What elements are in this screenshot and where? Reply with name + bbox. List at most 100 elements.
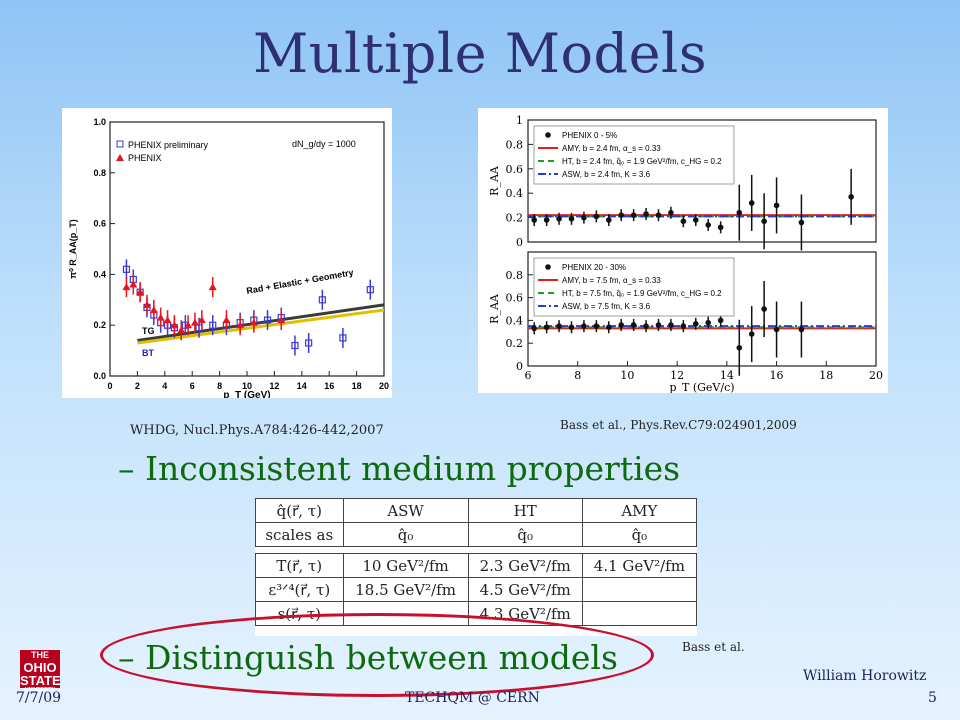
legend-label: PHENIX 0 - 5%	[562, 131, 617, 140]
legend-box	[533, 125, 735, 185]
table-header-cell: q̂₀	[467, 522, 583, 547]
data-point	[156, 313, 165, 321]
x-tick-label: 0	[107, 381, 112, 391]
legend-label: PHENIX preliminary	[128, 140, 209, 150]
data-point	[705, 319, 712, 326]
data-point	[136, 288, 145, 296]
y-tick-label: 0.4	[506, 187, 524, 200]
y-tick-label: 0.8	[506, 269, 524, 282]
data-point	[680, 218, 687, 225]
data-point	[618, 212, 625, 218]
data-point	[761, 218, 767, 225]
table-cell	[581, 577, 698, 602]
y-tick-label: 0	[516, 360, 523, 373]
table-row: T(r⃗, τ) 10 GeV²/fm 2.3 GeV²/fm 4.1 GeV²…	[255, 553, 698, 578]
bullet-inconsistent: – Inconsistent medium properties	[118, 449, 681, 488]
legend-marker	[116, 154, 124, 161]
table-row: ε³ᐟ⁴(r⃗, τ) 18.5 GeV²/fm 4.5 GeV²/fm	[255, 577, 698, 602]
y-tick-label: 0.0	[93, 371, 106, 381]
data-point	[593, 323, 600, 329]
table-header-row: scales as q̂₀ q̂₀ q̂₀	[255, 522, 698, 547]
table-header-cell: scales as	[255, 522, 344, 547]
theory-curve	[137, 303, 385, 342]
data-point	[556, 216, 562, 222]
data-point	[798, 326, 805, 333]
table-cell	[581, 601, 698, 626]
y-axis-label: π⁰ R_AA(p_T)	[68, 219, 78, 279]
y-axis-label: R_AA	[488, 293, 501, 324]
data-point	[748, 331, 755, 337]
y-tick-label: 0.6	[93, 219, 106, 229]
plot-frame	[527, 119, 877, 243]
x-tick-label: 18	[819, 369, 833, 382]
data-point	[655, 212, 662, 218]
data-point	[692, 321, 699, 327]
y-tick-label: 1	[516, 114, 523, 127]
data-point	[163, 316, 172, 324]
footer-date: 7/7/09	[16, 690, 62, 706]
table-cell: 18.5 GeV²/fm	[342, 577, 469, 602]
data-point	[236, 321, 245, 329]
data-point	[366, 286, 374, 294]
legend-marker	[116, 140, 124, 148]
data-point	[593, 213, 600, 220]
legend-label: HT, b = 7.5 fm, q̂₀ = 1.9 GeV²/fm, c_HG …	[562, 289, 722, 298]
data-point	[305, 339, 313, 347]
table-cell: T(r⃗, τ)	[255, 553, 344, 578]
x-tick-label: 18	[352, 381, 362, 391]
figure-whdg: 0 2 4 6 8 10 12 14 16 18 20 0.0 0.2 0.4 0.6 0.8 1.0 p_T (…	[62, 108, 392, 401]
data-point	[209, 321, 217, 329]
x-tick-label: 10	[620, 369, 634, 382]
slide-title: Multiple Models	[252, 22, 708, 85]
legend-label: PHENIX	[128, 153, 162, 163]
x-tick-label: 12	[269, 381, 279, 391]
table-header-cell: q̂₀	[581, 522, 698, 547]
x-tick-label: 10	[242, 381, 252, 391]
chart-bass-raa: 0 0.2 0.4 0.6 0.8 1 R_AA PHENIX 0 - 5% AMY, b = …	[488, 114, 883, 394]
data-point	[190, 318, 199, 326]
data-point	[773, 326, 780, 333]
data-point	[149, 305, 158, 313]
data-point	[761, 306, 767, 312]
caption-table: Bass et al.	[682, 640, 745, 654]
data-point	[773, 202, 780, 209]
table-header-cell: AMY	[581, 498, 698, 523]
bullet-distinguish: – Distinguish between models	[118, 638, 618, 677]
data-point	[222, 316, 231, 324]
x-tick-label: 14	[720, 369, 734, 382]
data-point	[668, 209, 674, 216]
highlight-ellipse	[100, 613, 654, 697]
footer-page-number: 5	[928, 690, 937, 706]
y-tick-label: 0.2	[93, 320, 106, 330]
legend-label: AMY, b = 2.4 fm, α_s = 0.33	[562, 144, 661, 153]
data-point	[848, 194, 854, 200]
data-point	[208, 283, 217, 291]
data-point	[122, 283, 131, 291]
data-point	[630, 322, 637, 328]
data-point	[605, 217, 612, 223]
legend-label: PHENIX 20 - 30%	[562, 263, 626, 272]
y-tick-label: 0.4	[93, 269, 106, 279]
data-point	[705, 222, 712, 228]
x-tick-label: 8	[217, 381, 222, 391]
data-point	[581, 214, 587, 221]
caption-whdg: WHDG, Nucl.Phys.A784:426-442,2007	[130, 423, 384, 438]
x-tick-label: 6	[190, 381, 195, 391]
annotation: Rad + Elastic + Geometry	[246, 267, 355, 296]
data-point	[736, 209, 743, 216]
data-point	[717, 224, 724, 231]
data-point	[122, 265, 131, 273]
annotation: TG	[142, 326, 155, 336]
table-header-cell: HT	[467, 498, 583, 523]
x-tick-label: 8	[574, 369, 581, 382]
data-point	[692, 217, 699, 223]
x-tick-label: 4	[162, 381, 167, 391]
legend-label: ASW, b = 7.5 fm, K = 3.6	[562, 302, 651, 311]
chart-whdg-raa: 0 2 4 6 8 10 12 14 16 18 20 0.0 0.2 0.4 0.6 0.8 1.0 p_T (…	[68, 117, 389, 401]
y-tick-label: 1.0	[93, 117, 106, 127]
data-point	[748, 200, 755, 206]
data-point	[184, 321, 193, 329]
y-tick-label: 0.2	[506, 212, 524, 225]
data-point	[605, 324, 612, 331]
data-point	[717, 317, 724, 324]
